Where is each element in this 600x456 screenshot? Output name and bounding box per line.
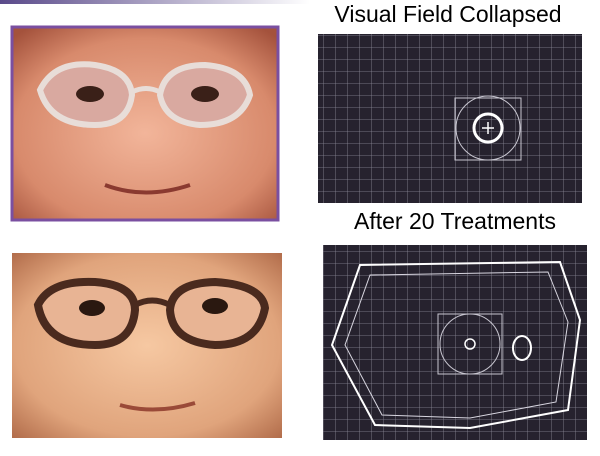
photo-before [10, 25, 280, 222]
visual-field-after [323, 245, 587, 440]
caption: After 20 Treatments [354, 208, 556, 234]
top-bar [0, 0, 310, 4]
caption: Visual Field Collapsed [334, 1, 561, 27]
photo-after [12, 253, 282, 438]
visual-field-before [318, 34, 582, 203]
